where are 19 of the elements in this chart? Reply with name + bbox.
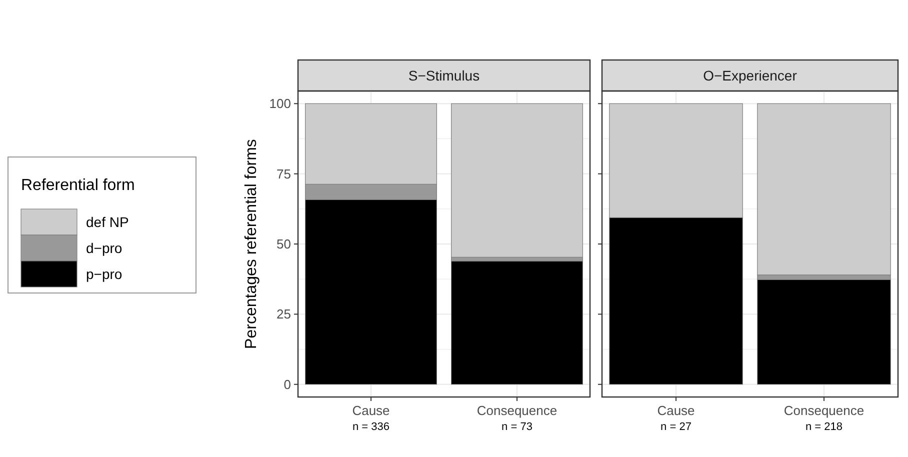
bar bbox=[451, 103, 583, 258]
chart-title: S−Stimulus bbox=[408, 68, 480, 84]
y-tick-label: 100 bbox=[269, 96, 291, 112]
legend-label: p−pro bbox=[86, 266, 122, 282]
y-tick-label: 0 bbox=[284, 376, 291, 392]
y-tick-label: 75 bbox=[276, 166, 291, 182]
legend-title: Referential form bbox=[21, 177, 135, 194]
legend-label: d−pro bbox=[86, 240, 122, 256]
y-tick-label: 50 bbox=[276, 236, 291, 252]
x-tick-label: Cause n = 336 bbox=[352, 403, 390, 433]
x-tick-label: Consequence n = 218 bbox=[784, 403, 864, 433]
y-tick-label: 25 bbox=[276, 306, 291, 322]
bar bbox=[757, 279, 891, 385]
x-tick-label: Cause n = 27 bbox=[657, 403, 695, 433]
x-tick-label: Consequence n = 73 bbox=[476, 403, 558, 433]
bar bbox=[451, 260, 583, 385]
chart-title: O−Experiencer bbox=[703, 68, 798, 84]
y-axis-title: Percentages referential forms bbox=[243, 139, 260, 349]
legend-label: def NP bbox=[86, 214, 129, 230]
